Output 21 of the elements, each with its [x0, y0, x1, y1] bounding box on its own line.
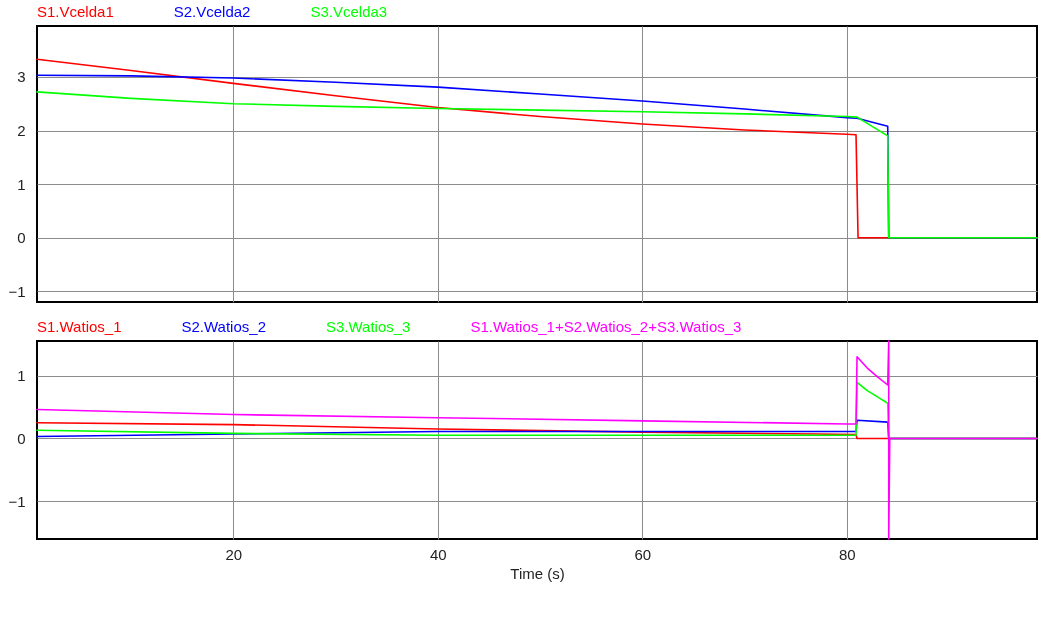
- y-tick-label: 2: [17, 122, 26, 139]
- y-tick-label: 0: [17, 429, 26, 447]
- y-tick-label: 3: [17, 68, 26, 86]
- y-tick-label: −1: [8, 492, 26, 510]
- line-series: [36, 340, 1038, 540]
- y-tick-label: 1: [17, 367, 26, 385]
- text: S3.Vcelda3: [310, 3, 388, 20]
- text: S1.Vcelda1: [37, 3, 114, 20]
- text: S2.Watios_2: [181, 318, 266, 335]
- y-tick-label: 0: [17, 229, 26, 247]
- y-tick-label: 1: [17, 175, 26, 193]
- x-tick-label: 60: [634, 545, 652, 563]
- text: S1.Watios_1: [37, 318, 122, 335]
- text: S2.Vcelda2: [173, 3, 251, 20]
- x-axis-title: Time (s): [510, 564, 565, 582]
- x-tick-label: 80: [838, 545, 856, 563]
- x-tick-label: 20: [225, 545, 243, 563]
- y-tick-label: −1: [8, 282, 26, 300]
- x-tick-label: 40: [429, 545, 447, 563]
- text: S1.Watios_1+S2.Watios_2+S3.Watios_3: [470, 318, 742, 335]
- text: S3.Watios_3: [325, 318, 411, 335]
